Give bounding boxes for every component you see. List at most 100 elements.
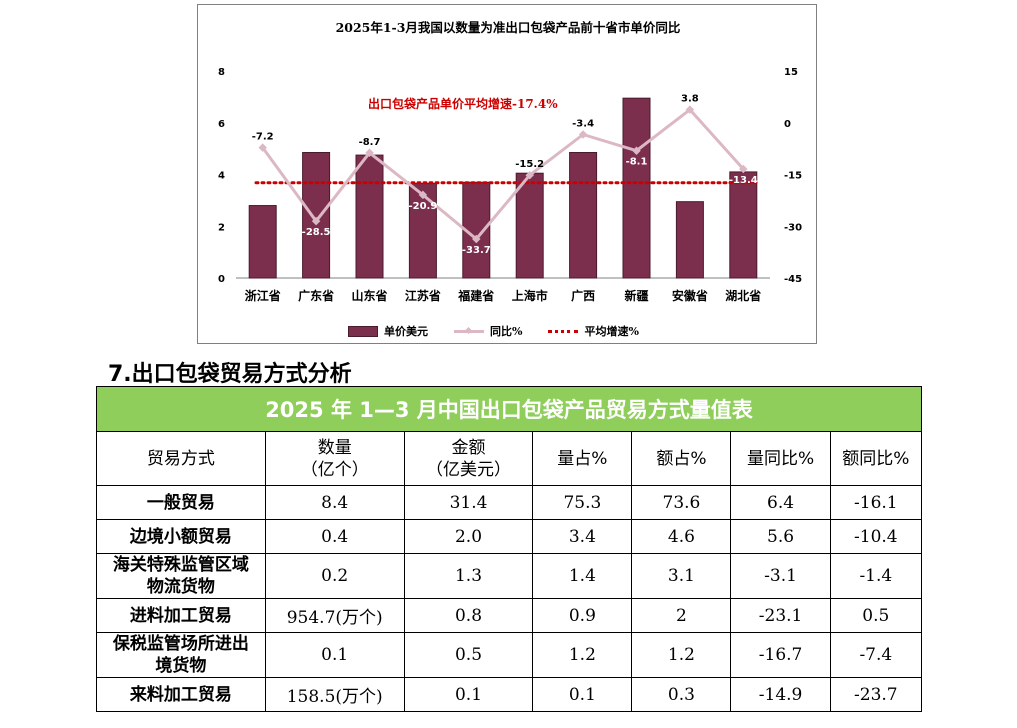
table-cell: 1.2 xyxy=(631,632,732,678)
table-header-cell: 金额 （亿美元） xyxy=(403,431,534,486)
yoy-point xyxy=(685,105,695,114)
chart-title: 2025年1-3月我国以数量为准出口包袋产品前十省市单价同比 xyxy=(336,20,681,35)
category-label: 安徽省 xyxy=(672,288,708,303)
table-cell: -10.4 xyxy=(829,519,923,554)
category-label: 江苏省 xyxy=(405,288,441,303)
legend-dotted-swatch xyxy=(548,329,579,333)
category-label: 新疆 xyxy=(624,288,648,303)
table-cell: 0.9 xyxy=(532,598,633,633)
bar xyxy=(729,171,758,279)
legend-item-line: 同比% xyxy=(454,323,522,339)
category-label: 湖北省 xyxy=(725,288,761,303)
chart-container: 2025年1-3月我国以数量为准出口包袋产品前十省市单价同比 0 2 4 6 8 -45 -3… xyxy=(197,4,817,344)
legend-item-bar: 单价美元 xyxy=(348,323,428,339)
trade-mode-cell: 海关特殊监管区域 物流货物 xyxy=(96,553,266,599)
table-cell: 954.7(万个) xyxy=(264,598,405,633)
yoy-point xyxy=(472,234,481,244)
category-label: 广西 xyxy=(571,288,595,303)
category-label: 上海市 xyxy=(512,288,548,303)
table-cell: 2 xyxy=(631,598,732,633)
y-right-tick-label: 0 xyxy=(784,119,791,130)
y-right-tick-label: -30 xyxy=(784,222,802,233)
table-cell: -23.7 xyxy=(829,677,923,712)
data-label: 3.8 xyxy=(681,94,699,105)
table-cell: 0.1 xyxy=(403,677,534,712)
y-right-tick-label: -45 xyxy=(784,274,802,285)
table-cell: -3.1 xyxy=(730,553,831,599)
trade-mode-cell: 来料加工贸易 xyxy=(96,677,266,712)
y-left-tick-label: 0 xyxy=(218,274,225,285)
table-cell: 0.1 xyxy=(264,632,405,678)
bar xyxy=(675,201,704,279)
table-row: 边境小额贸易 0.4 2.0 3.4 4.6 5.6 -10.4 xyxy=(96,519,923,554)
trade-mode-cell: 进料加工贸易 xyxy=(96,598,266,633)
legend-line-swatch xyxy=(454,329,484,333)
table-cell: 0.5 xyxy=(403,632,534,678)
table-cell: 3.1 xyxy=(631,553,732,599)
bar xyxy=(302,152,331,279)
data-label: -13.4 xyxy=(729,175,758,186)
table-cell: 73.6 xyxy=(631,485,732,520)
table-row: 进料加工贸易 954.7(万个) 0.8 0.9 2 -23.1 0.5 xyxy=(96,598,923,633)
table-header-row: 贸易方式 数量 （亿个） 金额 （亿美元） 量占% 额占% 量同比% 额同比% xyxy=(96,431,923,486)
table-cell: -16.1 xyxy=(829,485,923,520)
data-label: -33.7 xyxy=(462,245,491,256)
yoy-line xyxy=(261,107,745,242)
legend-label-line: 同比% xyxy=(490,325,523,338)
table-row: 来料加工贸易 158.5(万个) 0.1 0.1 0.3 -14.9 -23.7 xyxy=(96,677,923,712)
y-left-tick-label: 6 xyxy=(218,119,225,130)
table-header-cell: 量占% xyxy=(532,431,633,486)
y-right-tick-label: 15 xyxy=(784,67,798,78)
table-header-cell: 数量 （亿个） xyxy=(264,431,405,486)
table-cell: -14.9 xyxy=(730,677,831,712)
data-label: -20.9 xyxy=(408,201,437,212)
legend-label-bar: 单价美元 xyxy=(384,325,428,338)
y-right-tick-label: -15 xyxy=(784,171,802,182)
table-row: 保税监管场所进出 境货物 0.1 0.5 1.2 1.2 -16.7 -7.4 xyxy=(96,632,923,678)
category-label: 山东省 xyxy=(351,288,387,303)
combo-chart: 2025年1-3月我国以数量为准出口包袋产品前十省市单价同比 0 2 4 6 8 -45 -3… xyxy=(218,20,802,303)
table-header-cell: 贸易方式 xyxy=(96,431,266,486)
table-caption: 2025 年 1—3 月中国出口包袋产品贸易方式量值表 xyxy=(96,386,922,432)
table-cell: 4.6 xyxy=(631,519,732,554)
table-cell: 0.2 xyxy=(264,553,405,599)
trade-mode-cell: 保税监管场所进出 境货物 xyxy=(96,632,266,678)
bar xyxy=(622,97,651,279)
table-cell: 1.4 xyxy=(532,553,633,599)
data-label: -7.2 xyxy=(252,132,274,143)
chart-legend: 单价美元 同比% 平均增速% xyxy=(348,323,639,339)
table-cell: 75.3 xyxy=(532,485,633,520)
legend-item-avg: 平均增速% xyxy=(548,323,639,339)
table-header-cell: 量同比% xyxy=(730,431,831,486)
table-row: 一般贸易 8.4 31.4 75.3 73.6 6.4 -16.1 xyxy=(96,485,923,520)
y-left-tick-label: 4 xyxy=(218,171,225,182)
table-cell: 0.5 xyxy=(829,598,923,633)
trade-mode-cell: 一般贸易 xyxy=(96,485,266,520)
legend-label-avg: 平均增速% xyxy=(584,325,639,338)
table-header-cell: 额同比% xyxy=(829,431,923,486)
table-cell: 8.4 xyxy=(264,485,405,520)
trade-table: 2025 年 1—3 月中国出口包袋产品贸易方式量值表 贸易方式 数量 （亿个） 金额… xyxy=(96,386,923,712)
bar xyxy=(569,152,598,279)
table-cell: 1.3 xyxy=(403,553,534,599)
bar xyxy=(355,154,384,279)
table-cell: -16.7 xyxy=(730,632,831,678)
section-title: 7.出口包袋贸易方式分析 xyxy=(108,362,352,387)
table-cell: 3.4 xyxy=(532,519,633,554)
table-cell: -7.4 xyxy=(829,632,923,678)
data-label: -3.4 xyxy=(572,118,594,129)
table-cell: -23.1 xyxy=(730,598,831,633)
table-cell: 0.4 xyxy=(264,519,405,554)
yoy-point xyxy=(418,190,428,200)
bar xyxy=(248,205,277,279)
data-label: -8.7 xyxy=(359,137,381,148)
y-left-tick-label: 2 xyxy=(218,222,225,233)
table-cell: 0.1 xyxy=(532,677,633,712)
category-label: 浙江省 xyxy=(245,288,281,303)
table-cell: 6.4 xyxy=(730,485,831,520)
data-label: -8.1 xyxy=(626,157,648,168)
category-label: 广东省 xyxy=(298,288,334,303)
average-annotation: 出口包袋产品单价平均增速-17.4% xyxy=(368,96,558,111)
yoy-point xyxy=(578,130,588,139)
data-label: -15.2 xyxy=(515,159,544,170)
